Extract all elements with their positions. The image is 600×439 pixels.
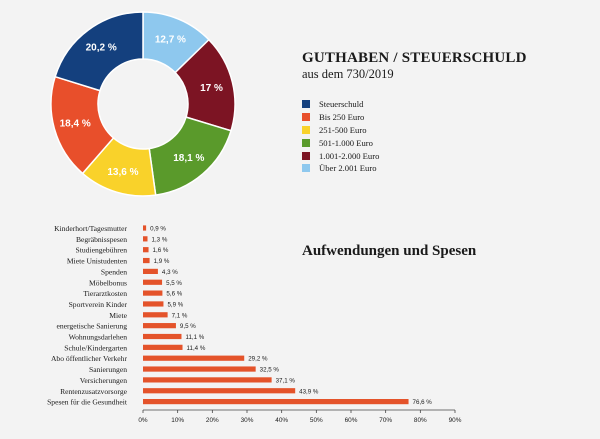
bar-value-label: 1,6 %: [153, 247, 169, 254]
bar-category-label: Schule/Kindergarten: [64, 343, 127, 352]
bar-value-label: 43,9 %: [299, 388, 319, 395]
bar-category-label: Abo öffentlicher Verkehr: [51, 354, 128, 363]
x-tick-label: 90%: [449, 417, 462, 424]
x-tick-label: 40%: [275, 417, 288, 424]
bar-category-label: Miete Unistudenten: [67, 257, 127, 266]
legend-label: Steuerschuld: [319, 99, 364, 110]
bar-category-label: Sportverein Kinder: [69, 300, 128, 309]
x-tick-label: 10%: [171, 417, 184, 424]
legend-swatch: [302, 100, 310, 109]
donut-slice-label: 17 %: [200, 83, 223, 94]
bar-value-label: 5,9 %: [167, 301, 183, 308]
legend-swatch: [302, 125, 310, 134]
donut-slice: [54, 11, 144, 92]
bar-value-label: 1,3 %: [152, 236, 168, 243]
bar: [143, 377, 272, 383]
legend-item: Bis 250 Euro: [302, 111, 379, 124]
legend-item: 1.001-2.000 Euro: [302, 149, 379, 162]
bar-value-label: 0,9 %: [150, 226, 166, 233]
bar-value-label: 37,1 %: [276, 377, 296, 384]
bar: [143, 268, 158, 274]
bar-category-label: energetische Sanierung: [57, 322, 128, 331]
x-tick-label: 0%: [138, 417, 148, 424]
legend-label: 1.001-2.000 Euro: [319, 150, 380, 161]
bar-category-label: Sanierungen: [89, 365, 127, 374]
legend-label: 251-500 Euro: [319, 124, 367, 135]
x-tick-label: 70%: [379, 417, 392, 424]
legend-item: 251-500 Euro: [302, 124, 379, 137]
bar: [143, 344, 183, 350]
bar: [143, 333, 182, 340]
x-tick-label: 50%: [310, 417, 323, 424]
bar-value-label: 9,5 %: [180, 323, 196, 330]
bar-value-label: 7,1 %: [172, 312, 188, 319]
bar-category-label: Möbelbonus: [89, 278, 127, 287]
bar: [143, 399, 409, 405]
x-tick-label: 30%: [241, 417, 254, 424]
legend-swatch: [302, 138, 310, 147]
legend-swatch: [302, 164, 310, 173]
x-tick-label: 60%: [345, 417, 358, 424]
bar: [143, 247, 149, 253]
bar: [143, 366, 256, 372]
donut-subtitle: aus dem 730/2019: [302, 67, 394, 81]
bar: [143, 323, 176, 329]
bar: [143, 301, 164, 307]
bar: [143, 355, 245, 361]
legend-item: 501-1.000 Euro: [302, 136, 379, 149]
bar-value-label: 29,2 %: [248, 356, 268, 363]
bar: [143, 290, 163, 296]
bar-category-label: Rentenzusatzvorsorge: [60, 387, 128, 396]
bar-value-label: 76,6 %: [413, 399, 433, 406]
bar-chart-title: Aufwendungen und Spesen: [302, 243, 477, 259]
bar-category-label: Miete: [109, 311, 127, 320]
donut-title: GUTHABEN / STEUERSCHULD: [302, 50, 527, 66]
legend-swatch: [302, 151, 310, 160]
bar-category-label: Studiengebühren: [76, 246, 128, 255]
x-tick-label: 80%: [414, 417, 427, 424]
bar-value-label: 11,1 %: [185, 334, 204, 341]
bar-category-label: Tierarztkosten: [83, 289, 127, 298]
bar-category-label: Kinderhort/Tagesmutter: [54, 224, 127, 233]
donut-slice-label: 13,6 %: [107, 167, 138, 178]
bar-category-label: Begräbnisspesen: [76, 235, 127, 244]
bar-category-label: Wohnungsdarlehen: [69, 333, 128, 342]
bar-category-label: Spesen für die Gesundheit: [47, 398, 128, 407]
donut-legend: Steuerschuld Bis 250 Euro 251-500 Euro 5…: [302, 98, 379, 175]
bar-value-label: 5,5 %: [166, 280, 182, 287]
legend-item: Steuerschuld: [302, 98, 379, 111]
donut-slice-label: 18,4 %: [60, 119, 91, 130]
legend-label: Bis 250 Euro: [319, 112, 365, 123]
bar-value-label: 11,4 %: [187, 345, 206, 352]
bar: [143, 388, 296, 394]
bar-value-label: 5,6 %: [166, 291, 182, 298]
legend-label: 501-1.000 Euro: [319, 137, 373, 148]
bar: [143, 312, 168, 318]
donut-slice-label: 20,2 %: [86, 43, 117, 54]
legend-item: Über 2.001 Euro: [302, 162, 379, 175]
bar-category-label: Versicherungen: [80, 376, 127, 385]
legend-label: Über 2.001 Euro: [319, 163, 377, 174]
bar: [143, 225, 147, 231]
bar: [143, 236, 148, 242]
bar-category-label: Spenden: [101, 267, 127, 276]
bar-value-label: 4,3 %: [162, 269, 178, 276]
donut-slice-label: 12,7 %: [155, 35, 186, 46]
bar-value-label: 32,5 %: [260, 367, 280, 374]
bar: [143, 279, 163, 285]
bar: [143, 257, 150, 264]
bar-value-label: 1,9 %: [154, 258, 170, 265]
donut-slice-label: 18,1 %: [173, 153, 204, 164]
x-tick-label: 20%: [206, 417, 219, 424]
legend-swatch: [302, 113, 310, 122]
